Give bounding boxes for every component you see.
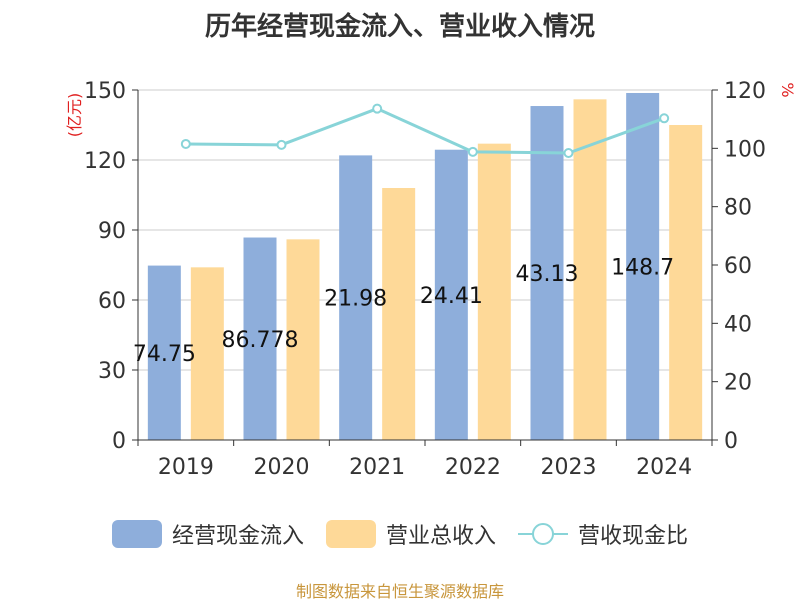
bar-series — [147, 92, 703, 440]
x-tick-label: 2021 — [349, 455, 405, 480]
legend-item-revenue[interactable]: 营业总收入 — [325, 518, 496, 550]
legend-swatch-revenue — [325, 520, 376, 548]
legend-swatch-cash-inflow — [111, 520, 162, 548]
legend-item-cash-inflow[interactable]: 经营现金流入 — [111, 518, 304, 550]
source-note: 制图数据来自恒生聚源数据库 — [295, 582, 504, 601]
legend-line-ratio-icon — [518, 520, 568, 548]
bar-cash-inflow — [434, 149, 468, 440]
bar-cash-inflow — [339, 155, 373, 440]
chart-title: 历年经营现金流入、营业收入情况 — [204, 12, 595, 42]
y-right-tick-label: 100 — [724, 137, 766, 162]
bar-cash-inflow — [243, 237, 277, 440]
bar-revenue — [286, 239, 320, 440]
bar-revenue — [573, 99, 607, 440]
bar-revenue — [190, 267, 224, 440]
y-right-tick-label: 80 — [724, 196, 752, 221]
data-label-cash-inflow: 74.75 — [133, 342, 196, 367]
x-tick-label: 2024 — [636, 455, 692, 480]
y-left-tick-label: 0 — [112, 429, 126, 454]
y-left-tick-label: 150 — [84, 79, 126, 104]
x-tick-label: 2022 — [445, 455, 501, 480]
data-label-cash-inflow: 86.778 — [222, 328, 299, 353]
y-right-tick-label: 120 — [724, 79, 766, 104]
legend-item-ratio[interactable]: 营收现金比 — [518, 518, 688, 550]
ratio-line — [185, 107, 665, 155]
y-right-tick-label: 20 — [724, 371, 752, 396]
y-right-unit-label: % — [778, 82, 797, 97]
data-label-cash-inflow: 43.13 — [516, 262, 579, 287]
legend-label-revenue: 营业总收入 — [385, 524, 496, 549]
bar-revenue — [382, 188, 416, 440]
y-left-tick-label: 60 — [98, 289, 126, 314]
bar-cash-inflow — [147, 265, 181, 440]
data-labels: 74.75 86.778 21.98 24.41 43.13 148.7 — [133, 255, 674, 366]
y-right-tick-label: 60 — [724, 254, 752, 279]
x-tick-label: 2019 — [158, 455, 214, 480]
y-left-tick-label: 30 — [98, 359, 126, 384]
data-label-cash-inflow: 21.98 — [324, 287, 387, 312]
ratio-point — [276, 139, 287, 150]
y-left-tick-label: 90 — [98, 219, 126, 244]
ratio-point — [563, 148, 574, 158]
grid-lines — [138, 89, 712, 371]
y-left-unit-label: (亿元) — [65, 93, 84, 138]
ratio-point — [467, 146, 478, 157]
ratio-line-series — [180, 103, 670, 158]
ratio-point — [372, 103, 383, 114]
legend-label-cash-inflow: 经营现金流入 — [171, 524, 304, 549]
bar-revenue — [477, 143, 511, 440]
bar-revenue — [669, 125, 703, 440]
ratio-point — [180, 138, 191, 149]
y-right-tick-label: 40 — [724, 312, 752, 337]
data-label-cash-inflow: 148.7 — [611, 255, 674, 280]
y-right-tick-label: 0 — [724, 429, 738, 454]
bar-cash-inflow — [626, 92, 660, 440]
ratio-point — [659, 113, 670, 124]
x-tick-label: 2023 — [541, 455, 597, 480]
x-tick-label: 2020 — [254, 455, 310, 480]
data-label-cash-inflow: 24.41 — [420, 284, 483, 309]
y-left-tick-label: 120 — [84, 149, 126, 174]
bar-cash-inflow — [530, 106, 564, 440]
legend: 经营现金流入 营业总收入 营收现金比 — [0, 514, 800, 554]
legend-label-ratio: 营收现金比 — [578, 524, 689, 549]
